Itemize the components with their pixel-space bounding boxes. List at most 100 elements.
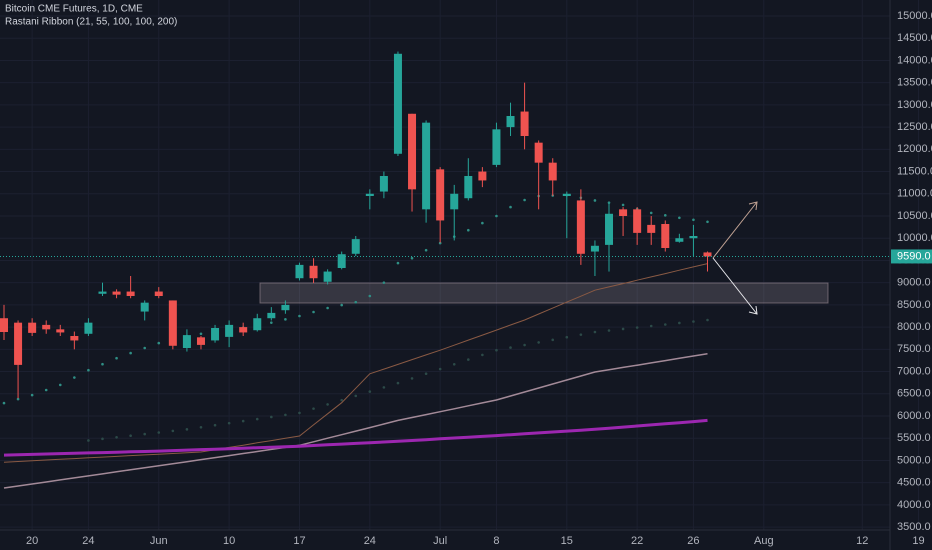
ribbon-dot (396, 261, 400, 265)
ribbon-dot (199, 425, 203, 429)
ribbon-dot (593, 330, 597, 334)
candle-body (225, 324, 234, 337)
ribbon-dot (129, 434, 132, 437)
ribbon-dot (298, 411, 301, 415)
candle-body (365, 193, 374, 196)
candle-body (84, 322, 93, 334)
candle-body (239, 327, 248, 333)
y-tick-label: 12000.0 (897, 143, 932, 155)
ribbon-dot (495, 348, 498, 352)
ribbon-dot (30, 393, 34, 397)
y-tick-label: 6000.0 (897, 410, 931, 422)
ribbon-dot (101, 437, 104, 441)
y-tick-label: 4500.0 (897, 477, 931, 489)
candle-body (506, 116, 515, 128)
ribbon-line (3, 263, 708, 463)
x-tick-label: 10 (223, 535, 235, 547)
ribbon-dot (368, 294, 372, 298)
ribbon-dot (129, 351, 132, 355)
ribbon-dot (565, 335, 569, 339)
plot (0, 51, 890, 489)
candle-body (379, 176, 388, 192)
ribbon-dot (706, 318, 709, 322)
ribbon-dot (115, 356, 118, 360)
ribbon-dot (284, 413, 287, 417)
candle-body (492, 129, 501, 165)
y-tick-label: 11500.0 (897, 165, 932, 177)
ribbon-dot (621, 203, 625, 207)
x-tick-label: 26 (687, 535, 699, 547)
ribbon-dot (44, 388, 48, 392)
x-tick-label: 17 (293, 535, 305, 547)
candle-body (211, 328, 220, 341)
candle-body (309, 265, 318, 279)
candle-body (0, 318, 8, 332)
ribbon-dot (213, 423, 217, 427)
candle-body (408, 113, 417, 190)
y-tick-label: 8500.0 (897, 299, 931, 311)
ribbon-dot (410, 256, 414, 260)
ribbon-dot (678, 321, 681, 325)
y-tick-label: 6500.0 (897, 388, 931, 400)
zone-rectangle (259, 282, 829, 304)
ribbon-dot (593, 199, 597, 202)
x-tick-label: 12 (856, 535, 868, 547)
ribbon-dot (523, 198, 526, 202)
candle-body (98, 291, 107, 294)
candle-body (267, 312, 276, 319)
ribbon-dot (157, 341, 161, 345)
last-price-tag (891, 249, 932, 264)
ribbon-dot (2, 401, 6, 405)
ribbon-dot (312, 310, 315, 314)
ribbon-dot (312, 407, 315, 410)
ribbon-dot (635, 326, 639, 329)
ribbon-dot (438, 367, 442, 371)
candle-body (703, 252, 712, 257)
ribbon-dot (270, 415, 273, 419)
ribbon-dot (621, 327, 625, 331)
x-tick-label: Aug (754, 535, 774, 547)
ribbon-dot (396, 381, 400, 385)
ribbon-line (3, 418, 708, 457)
candle-body (42, 324, 51, 330)
candle-body (182, 335, 191, 348)
candle-body (140, 302, 149, 312)
candle-body (689, 236, 698, 239)
y-tick-label: 7000.0 (897, 365, 931, 377)
candle-body (337, 254, 346, 268)
chart-title: Bitcoin CME Futures, 1D, CME (5, 4, 143, 15)
candle-body (633, 209, 642, 233)
candle-body (351, 239, 360, 254)
candle-body (450, 193, 459, 210)
ribbon-dot (692, 218, 695, 222)
ribbon-dot (270, 321, 273, 324)
ribbon-dot (87, 439, 90, 442)
candle-body (534, 142, 543, 163)
candle-body (647, 224, 656, 233)
ribbon-dot (649, 211, 653, 215)
ribbon-dot (101, 362, 104, 366)
indicator-label: Rastani Ribbon (21, 55, 100, 100, 200) (5, 17, 177, 28)
candle-body (14, 322, 23, 365)
y-tick-label: 13500.0 (897, 77, 932, 89)
x-tick-label: 24 (364, 535, 376, 547)
candle-body (436, 169, 445, 221)
ribbon-dot (452, 363, 456, 366)
y-tick-label: 4000.0 (897, 499, 931, 511)
candle-body (464, 176, 473, 199)
ribbon-dot (73, 376, 76, 379)
ribbon-dot (284, 318, 287, 321)
ribbon-dot (523, 343, 526, 347)
x-tick-label: 20 (26, 535, 38, 547)
candle-body (605, 213, 614, 245)
candle-body (56, 329, 65, 333)
ribbon-dot (368, 390, 372, 393)
ribbon-dot (241, 419, 245, 423)
candle-body (520, 111, 529, 136)
ribbon-dot (227, 421, 231, 425)
x-tick-label: 19 (912, 535, 924, 547)
y-tick-label: 13000.0 (897, 99, 932, 111)
x-tick-label: Jun (150, 535, 168, 547)
